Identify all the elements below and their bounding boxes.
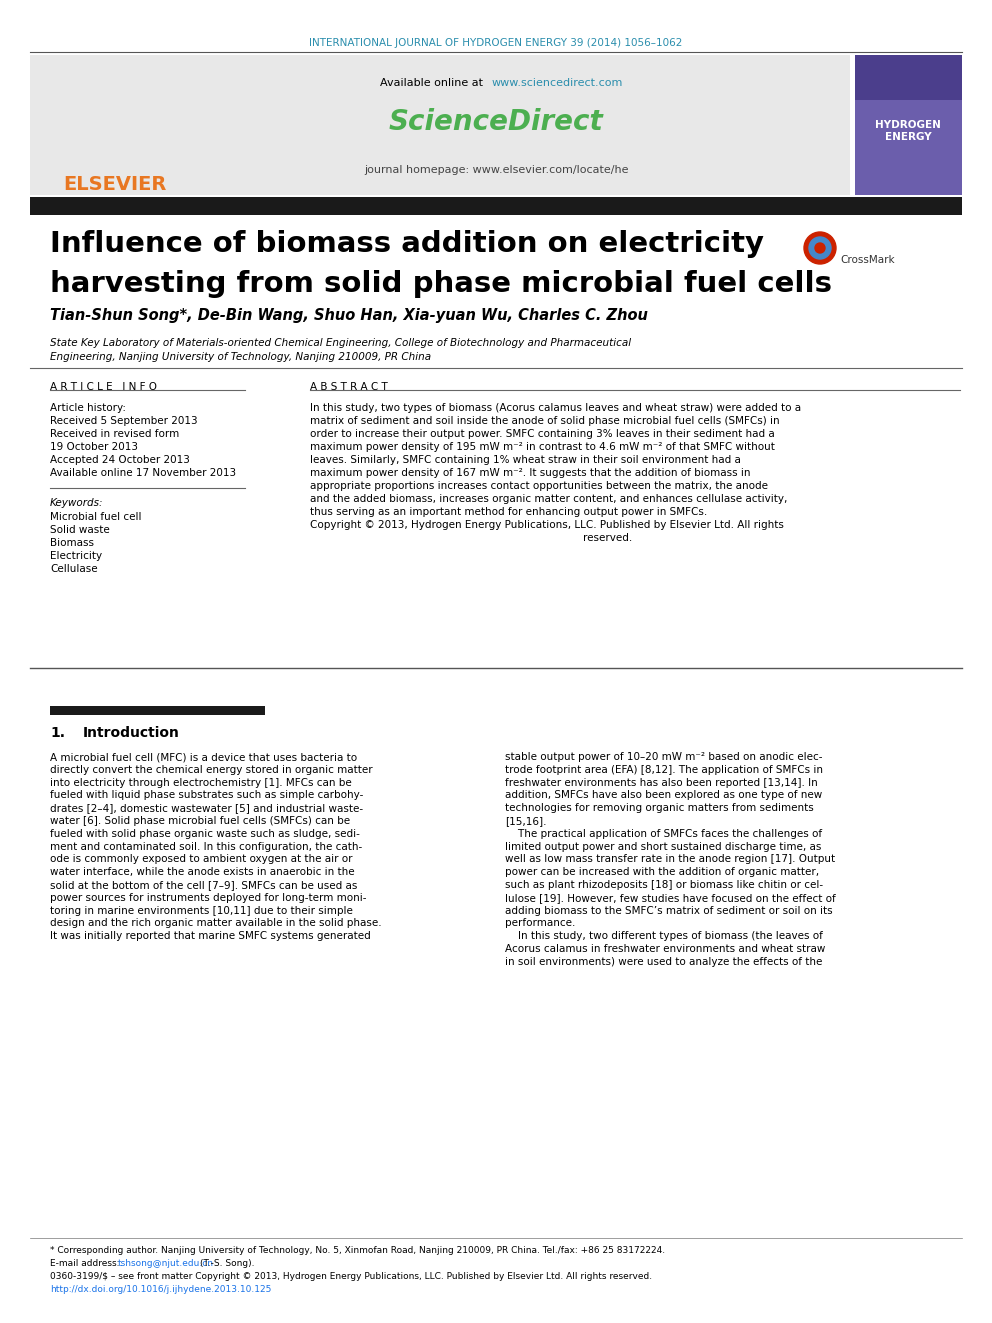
- Text: Introduction: Introduction: [83, 726, 180, 740]
- Text: Engineering, Nanjing University of Technology, Nanjing 210009, PR China: Engineering, Nanjing University of Techn…: [50, 352, 432, 363]
- Text: addition, SMFCs have also been explored as one type of new: addition, SMFCs have also been explored …: [505, 790, 822, 800]
- Text: Copyright © 2013, Hydrogen Energy Publications, LLC. Published by Elsevier Ltd. : Copyright © 2013, Hydrogen Energy Public…: [310, 520, 784, 531]
- Text: A R T I C L E   I N F O: A R T I C L E I N F O: [50, 382, 157, 392]
- Text: tshsong@njut.edu.cn: tshsong@njut.edu.cn: [118, 1259, 214, 1267]
- Text: Cellulase: Cellulase: [50, 564, 97, 574]
- Text: fueled with solid phase organic waste such as sludge, sedi-: fueled with solid phase organic waste su…: [50, 828, 360, 839]
- Text: maximum power density of 167 mW m⁻². It suggests that the addition of biomass in: maximum power density of 167 mW m⁻². It …: [310, 468, 751, 478]
- Text: A microbial fuel cell (MFC) is a device that uses bacteria to: A microbial fuel cell (MFC) is a device …: [50, 751, 357, 762]
- Text: www.sciencedirect.com: www.sciencedirect.com: [492, 78, 623, 89]
- Text: freshwater environments has also been reported [13,14]. In: freshwater environments has also been re…: [505, 778, 817, 787]
- Text: such as plant rhizodeposits [18] or biomass like chitin or cel-: such as plant rhizodeposits [18] or biom…: [505, 880, 823, 890]
- Text: stable output power of 10–20 mW m⁻² based on anodic elec-: stable output power of 10–20 mW m⁻² base…: [505, 751, 822, 762]
- Text: Electricity: Electricity: [50, 550, 102, 561]
- Text: Acorus calamus in freshwater environments and wheat straw: Acorus calamus in freshwater environment…: [505, 945, 825, 954]
- Text: technologies for removing organic matters from sediments: technologies for removing organic matter…: [505, 803, 813, 814]
- Text: harvesting from solid phase microbial fuel cells: harvesting from solid phase microbial fu…: [50, 270, 832, 298]
- Text: Accepted 24 October 2013: Accepted 24 October 2013: [50, 455, 189, 464]
- FancyBboxPatch shape: [855, 101, 962, 194]
- Text: 19 October 2013: 19 October 2013: [50, 442, 138, 452]
- Text: drates [2–4], domestic wastewater [5] and industrial waste-: drates [2–4], domestic wastewater [5] an…: [50, 803, 363, 814]
- Text: limited output power and short sustained discharge time, as: limited output power and short sustained…: [505, 841, 821, 852]
- Text: and the added biomass, increases organic matter content, and enhances cellulase : and the added biomass, increases organic…: [310, 493, 788, 504]
- Text: INTERNATIONAL JOURNAL OF HYDROGEN ENERGY 39 (2014) 1056–1062: INTERNATIONAL JOURNAL OF HYDROGEN ENERGY…: [310, 38, 682, 48]
- Text: Received in revised form: Received in revised form: [50, 429, 180, 439]
- Text: http://dx.doi.org/10.1016/j.ijhydene.2013.10.125: http://dx.doi.org/10.1016/j.ijhydene.201…: [50, 1285, 272, 1294]
- Text: in soil environments) were used to analyze the effects of the: in soil environments) were used to analy…: [505, 957, 822, 967]
- Text: maximum power density of 195 mW m⁻² in contrast to 4.6 mW m⁻² of that SMFC witho: maximum power density of 195 mW m⁻² in c…: [310, 442, 775, 452]
- Text: It was initially reported that marine SMFC systems generated: It was initially reported that marine SM…: [50, 931, 371, 941]
- Text: Influence of biomass addition on electricity: Influence of biomass addition on electri…: [50, 230, 764, 258]
- Text: toring in marine environments [10,11] due to their simple: toring in marine environments [10,11] du…: [50, 906, 353, 916]
- Text: E-mail address:: E-mail address:: [50, 1259, 122, 1267]
- Text: HYDROGEN
ENERGY: HYDROGEN ENERGY: [875, 120, 941, 142]
- Circle shape: [815, 243, 825, 253]
- Text: performance.: performance.: [505, 918, 575, 929]
- Text: In this study, two different types of biomass (the leaves of: In this study, two different types of bi…: [505, 931, 823, 941]
- Text: adding biomass to the SMFC’s matrix of sediment or soil on its: adding biomass to the SMFC’s matrix of s…: [505, 906, 832, 916]
- Text: design and the rich organic matter available in the solid phase.: design and the rich organic matter avail…: [50, 918, 382, 929]
- FancyBboxPatch shape: [855, 56, 962, 194]
- Text: solid at the bottom of the cell [7–9]. SMFCs can be used as: solid at the bottom of the cell [7–9]. S…: [50, 880, 357, 890]
- FancyBboxPatch shape: [30, 56, 850, 194]
- Text: into electricity through electrochemistry [1]. MFCs can be: into electricity through electrochemistr…: [50, 778, 352, 787]
- Text: journal homepage: www.elsevier.com/locate/he: journal homepage: www.elsevier.com/locat…: [364, 165, 628, 175]
- Text: A B S T R A C T: A B S T R A C T: [310, 382, 388, 392]
- Text: lulose [19]. However, few studies have focused on the effect of: lulose [19]. However, few studies have f…: [505, 893, 835, 902]
- Text: ode is commonly exposed to ambient oxygen at the air or: ode is commonly exposed to ambient oxyge…: [50, 855, 352, 864]
- Text: reserved.: reserved.: [310, 533, 632, 542]
- Text: ment and contaminated soil. In this configuration, the cath-: ment and contaminated soil. In this conf…: [50, 841, 362, 852]
- Text: 1.: 1.: [50, 726, 65, 740]
- Text: Biomass: Biomass: [50, 538, 94, 548]
- FancyBboxPatch shape: [30, 197, 962, 216]
- Text: Available online 17 November 2013: Available online 17 November 2013: [50, 468, 236, 478]
- Circle shape: [804, 232, 836, 265]
- Text: The practical application of SMFCs faces the challenges of: The practical application of SMFCs faces…: [505, 828, 822, 839]
- Text: Received 5 September 2013: Received 5 September 2013: [50, 415, 197, 426]
- Text: CrossMark: CrossMark: [840, 255, 895, 265]
- Text: Tian-Shun Song*, De-Bin Wang, Shuo Han, Xia-yuan Wu, Charles C. Zhou: Tian-Shun Song*, De-Bin Wang, Shuo Han, …: [50, 308, 648, 323]
- Text: In this study, two types of biomass (Acorus calamus leaves and wheat straw) were: In this study, two types of biomass (Aco…: [310, 404, 802, 413]
- Text: power can be increased with the addition of organic matter,: power can be increased with the addition…: [505, 867, 819, 877]
- Text: State Key Laboratory of Materials-oriented Chemical Engineering, College of Biot: State Key Laboratory of Materials-orient…: [50, 337, 631, 348]
- Text: 0360-3199/$ – see front matter Copyright © 2013, Hydrogen Energy Publications, L: 0360-3199/$ – see front matter Copyright…: [50, 1271, 652, 1281]
- Text: [15,16].: [15,16].: [505, 816, 547, 826]
- FancyBboxPatch shape: [50, 706, 265, 714]
- Text: Microbial fuel cell: Microbial fuel cell: [50, 512, 142, 523]
- Text: ScienceDirect: ScienceDirect: [389, 108, 603, 136]
- Text: well as low mass transfer rate in the anode region [17]. Output: well as low mass transfer rate in the an…: [505, 855, 835, 864]
- Text: matrix of sediment and soil inside the anode of solid phase microbial fuel cells: matrix of sediment and soil inside the a…: [310, 415, 780, 426]
- Text: leaves. Similarly, SMFC containing 1% wheat straw in their soil environment had : leaves. Similarly, SMFC containing 1% wh…: [310, 455, 741, 464]
- Text: (T.-S. Song).: (T.-S. Song).: [200, 1259, 255, 1267]
- Text: directly convert the chemical energy stored in organic matter: directly convert the chemical energy sto…: [50, 765, 373, 775]
- Text: Article history:: Article history:: [50, 404, 126, 413]
- Text: water [6]. Solid phase microbial fuel cells (SMFCs) can be: water [6]. Solid phase microbial fuel ce…: [50, 816, 350, 826]
- Text: water interface, while the anode exists in anaerobic in the: water interface, while the anode exists …: [50, 867, 354, 877]
- Text: Available online at: Available online at: [380, 78, 486, 89]
- Text: appropriate proportions increases contact opportunities between the matrix, the : appropriate proportions increases contac…: [310, 482, 768, 491]
- Text: Solid waste: Solid waste: [50, 525, 110, 534]
- Text: order to increase their output power. SMFC containing 3% leaves in their sedimen: order to increase their output power. SM…: [310, 429, 775, 439]
- Circle shape: [809, 237, 831, 259]
- Text: power sources for instruments deployed for long-term moni-: power sources for instruments deployed f…: [50, 893, 366, 902]
- Text: fueled with liquid phase substrates such as simple carbohy-: fueled with liquid phase substrates such…: [50, 790, 363, 800]
- Text: ELSEVIER: ELSEVIER: [63, 175, 167, 194]
- Text: * Corresponding author. Nanjing University of Technology, No. 5, Xinmofan Road, : * Corresponding author. Nanjing Universi…: [50, 1246, 665, 1256]
- Text: Keywords:: Keywords:: [50, 497, 103, 508]
- Text: trode footprint area (EFA) [8,12]. The application of SMFCs in: trode footprint area (EFA) [8,12]. The a…: [505, 765, 823, 775]
- Text: thus serving as an important method for enhancing output power in SMFCs.: thus serving as an important method for …: [310, 507, 707, 517]
